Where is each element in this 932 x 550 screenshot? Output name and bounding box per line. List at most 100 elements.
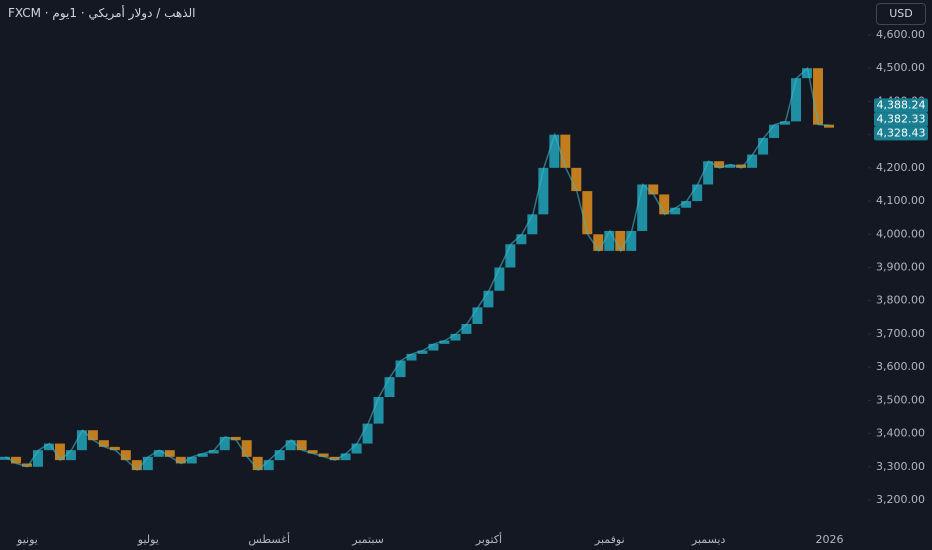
price-bar: [274, 450, 285, 461]
price-bar: [109, 446, 120, 451]
price-label: 4,382.33: [877, 112, 926, 125]
price-bar: [780, 121, 791, 125]
price-bar: [241, 440, 252, 457]
price-bar: [538, 167, 549, 215]
price-bar: [208, 450, 219, 454]
price-bar: [802, 68, 813, 79]
price-bar: [164, 450, 175, 457]
y-tick-label: 4,600.00: [876, 28, 925, 41]
price-bar: [439, 340, 450, 344]
price-bar: [758, 137, 769, 155]
y-tick-label: 3,300.00: [876, 460, 925, 473]
price-bar: [197, 453, 208, 457]
price-bar: [43, 443, 54, 451]
price-bar: [516, 234, 527, 245]
price-bar: [307, 450, 318, 454]
x-tick-label: ديسمبر: [691, 533, 726, 546]
price-bar: [406, 353, 417, 361]
price-bar: [263, 460, 274, 471]
price-bar: [681, 201, 692, 208]
price-bar: [54, 443, 65, 461]
price-bar: [461, 323, 472, 334]
price-bar: [560, 134, 571, 168]
price-bar: [736, 164, 747, 168]
price-bar: [692, 184, 703, 202]
price-bar: [604, 230, 615, 251]
price-line: [5, 66, 830, 472]
price-bar: [582, 191, 593, 235]
y-tick-label: 3,400.00: [876, 427, 925, 440]
price-bar: [725, 164, 736, 168]
price-bar: [571, 167, 582, 192]
y-tick-label: 3,700.00: [876, 327, 925, 340]
x-tick-label: 2026: [816, 533, 844, 546]
chart-title: الذهب / دولار أمريكي · 1يوم · FXCM: [8, 6, 196, 20]
price-label: 4,328.43: [877, 126, 926, 139]
price-bar: [87, 430, 98, 441]
price-bar: [362, 423, 373, 444]
y-tick-label: 3,200.00: [876, 493, 925, 506]
price-label: 4,388.24: [877, 98, 926, 111]
x-tick-label: يونيو: [16, 533, 38, 546]
y-tick-label: 3,600.00: [876, 360, 925, 373]
y-tick-label: 4,100.00: [876, 194, 925, 207]
price-bar: [318, 453, 329, 457]
price-bar: [670, 207, 681, 215]
price-bar: [65, 450, 76, 461]
price-bar: [153, 450, 164, 457]
price-bar: [549, 134, 560, 168]
price-bar: [32, 450, 43, 467]
price-bar: [714, 161, 725, 168]
price-bar: [769, 124, 780, 138]
price-bar: [659, 194, 670, 215]
x-tick-label: نوفمبر: [594, 533, 625, 546]
price-bar: [98, 440, 109, 447]
price-bar: [450, 333, 461, 341]
price-label-box: [874, 126, 928, 141]
price-bar: [10, 456, 21, 464]
price-bar: [648, 184, 659, 195]
price-bar: [505, 244, 516, 268]
price-bar: [417, 350, 428, 354]
price-bar: [472, 307, 483, 324]
y-tick-label: 3,800.00: [876, 294, 925, 307]
price-label-box: [874, 98, 928, 113]
price-bar: [494, 267, 505, 291]
price-bar: [615, 230, 626, 251]
price-bar: [626, 230, 637, 251]
price-bar: [285, 440, 296, 451]
price-bar: [142, 456, 153, 471]
y-tick-label: 3,900.00: [876, 261, 925, 274]
x-tick-label: أكتوبر: [475, 532, 502, 546]
price-bar: [120, 450, 131, 461]
price-bar: [703, 161, 714, 185]
price-bar: [395, 360, 406, 378]
price-bar: [0, 456, 10, 460]
y-tick-label: 4,200.00: [876, 161, 925, 174]
x-tick-label: أغسطس: [248, 532, 290, 546]
currency-button[interactable]: USD: [876, 3, 926, 25]
price-bar: [175, 456, 186, 464]
price-bar: [527, 214, 538, 235]
price-bar: [230, 436, 241, 441]
price-bar: [131, 460, 142, 471]
price-bar: [428, 343, 439, 351]
price-bar: [373, 397, 384, 424]
price-bar: [296, 440, 307, 451]
price-bar: [76, 430, 87, 451]
x-tick-label: سبتمبر: [351, 533, 384, 546]
price-bar: [186, 456, 197, 464]
price-bar: [637, 184, 648, 231]
price-bar: [791, 78, 802, 122]
price-bar: [252, 456, 263, 471]
price-bar: [21, 463, 32, 467]
price-bar: [813, 68, 824, 125]
price-bar: [384, 377, 395, 398]
price-bar: [824, 124, 834, 128]
y-tick-label: 3,500.00: [876, 393, 925, 406]
price-bar: [483, 290, 494, 308]
y-tick-label: 4,000.00: [876, 227, 925, 240]
price-label-box: [874, 112, 928, 127]
